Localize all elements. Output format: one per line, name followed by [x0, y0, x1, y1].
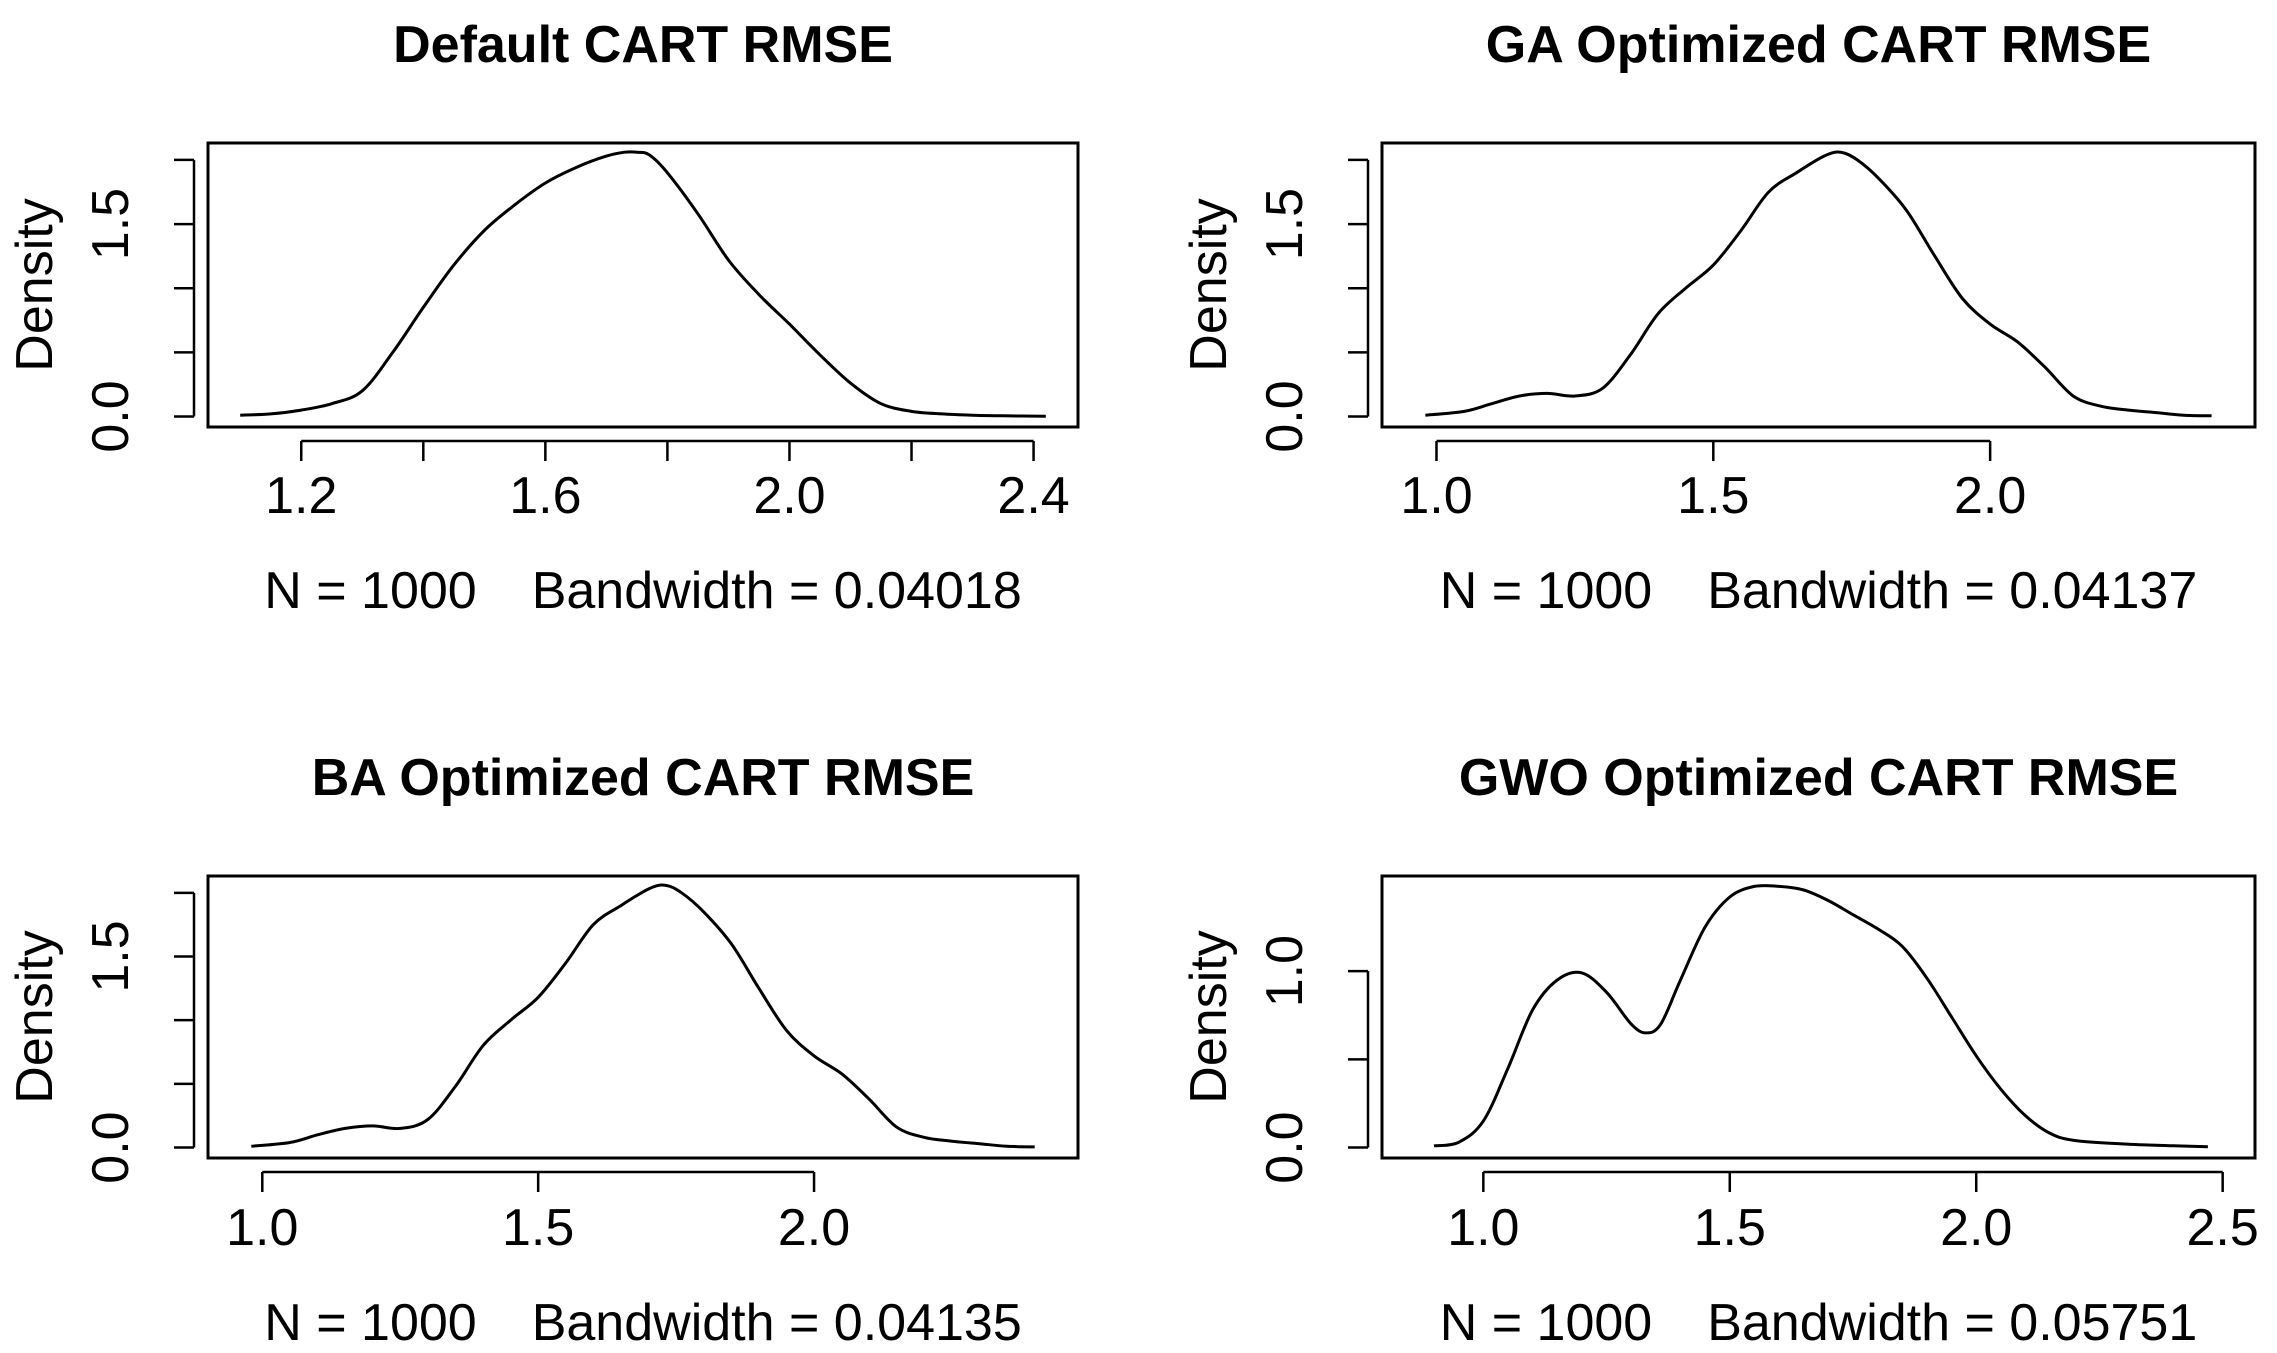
- panel-gwo-cart: GWO Optimized CART RMSE 1.0 1.5 2.0 2.5 0.0 1.…: [1180, 749, 2259, 1352]
- y-tick-label: 1.0: [1256, 935, 1314, 1007]
- y-axis-label: Density: [6, 198, 64, 371]
- y-tick-label: 0.0: [1256, 380, 1314, 452]
- x-axis-subtitle: N = 1000 Bandwidth = 0.04135: [264, 1294, 1022, 1352]
- x-tick-label: 1.0: [1400, 467, 1472, 525]
- y-tick-label: 0.0: [82, 1111, 140, 1183]
- chart-title: GA Optimized CART RMSE: [1486, 16, 2151, 74]
- x-tick-label: 2.0: [1954, 467, 2026, 525]
- plot-box: [1380, 141, 2257, 429]
- x-axis-subtitle: N = 1000 Bandwidth = 0.04018: [264, 562, 1022, 620]
- plot-box: [206, 874, 1080, 1160]
- x-tick-label: 1.5: [1694, 1199, 1766, 1257]
- x-tick-label: 1.5: [1677, 467, 1749, 525]
- panel-ba-cart: BA Optimized CART RMSE 1.0 1.5 2.0 0.0 1.5 Den…: [6, 749, 1080, 1352]
- bandwidth-label: Bandwidth = 0.04018: [532, 562, 1022, 620]
- y-tick-label: 0.0: [1256, 1111, 1314, 1183]
- plot-box: [1380, 874, 2257, 1160]
- y-axis-label: Density: [6, 930, 64, 1103]
- y-tick-label: 0.0: [82, 380, 140, 452]
- sample-size-label: N = 1000: [264, 1294, 477, 1352]
- density-curve: [240, 150, 1046, 418]
- y-axis-label: Density: [1180, 930, 1238, 1103]
- x-tick-label: 2.4: [997, 467, 1069, 525]
- bandwidth-label: Bandwidth = 0.04137: [1707, 562, 2197, 620]
- y-tick-label: 1.5: [1256, 188, 1314, 260]
- density-curve: [1433, 884, 2208, 1149]
- density-curve: [1425, 150, 2212, 418]
- panel-ga-cart: GA Optimized CART RMSE 1.0 1.5 2.0 0.0 1.5 Den…: [1180, 16, 2257, 620]
- x-tick-label: 2.0: [1940, 1199, 2012, 1257]
- x-tick-label: 1.2: [265, 467, 337, 525]
- chart-title: Default CART RMSE: [393, 16, 893, 74]
- bandwidth-label: Bandwidth = 0.04135: [532, 1294, 1022, 1352]
- density-curve: [251, 883, 1035, 1149]
- plot-box: [206, 141, 1080, 429]
- x-tick-label: 1.0: [1447, 1199, 1519, 1257]
- x-tick-label: 1.5: [502, 1199, 574, 1257]
- x-tick-label: 2.5: [2187, 1199, 2259, 1257]
- sample-size-label: N = 1000: [264, 562, 477, 620]
- y-tick-label: 1.5: [82, 188, 140, 260]
- bandwidth-label: Bandwidth = 0.05751: [1707, 1294, 2197, 1352]
- chart-title: BA Optimized CART RMSE: [312, 749, 975, 807]
- x-axis-subtitle: N = 1000 Bandwidth = 0.05751: [1440, 1294, 2198, 1352]
- panel-default-cart: Default CART RMSE 1.2 1.6 2.0 2.4 0.0 1.5 Densi…: [6, 16, 1080, 620]
- x-tick-label: 1.6: [509, 467, 581, 525]
- chart-title: GWO Optimized CART RMSE: [1459, 749, 2178, 807]
- sample-size-label: N = 1000: [1440, 562, 1653, 620]
- x-tick-label: 2.0: [778, 1199, 850, 1257]
- x-tick-label: 2.0: [753, 467, 825, 525]
- y-axis-label: Density: [1180, 198, 1238, 371]
- y-tick-label: 1.5: [82, 920, 140, 992]
- sample-size-label: N = 1000: [1440, 1294, 1653, 1352]
- x-tick-label: 1.0: [226, 1199, 298, 1257]
- x-axis-subtitle: N = 1000 Bandwidth = 0.04137: [1440, 562, 2198, 620]
